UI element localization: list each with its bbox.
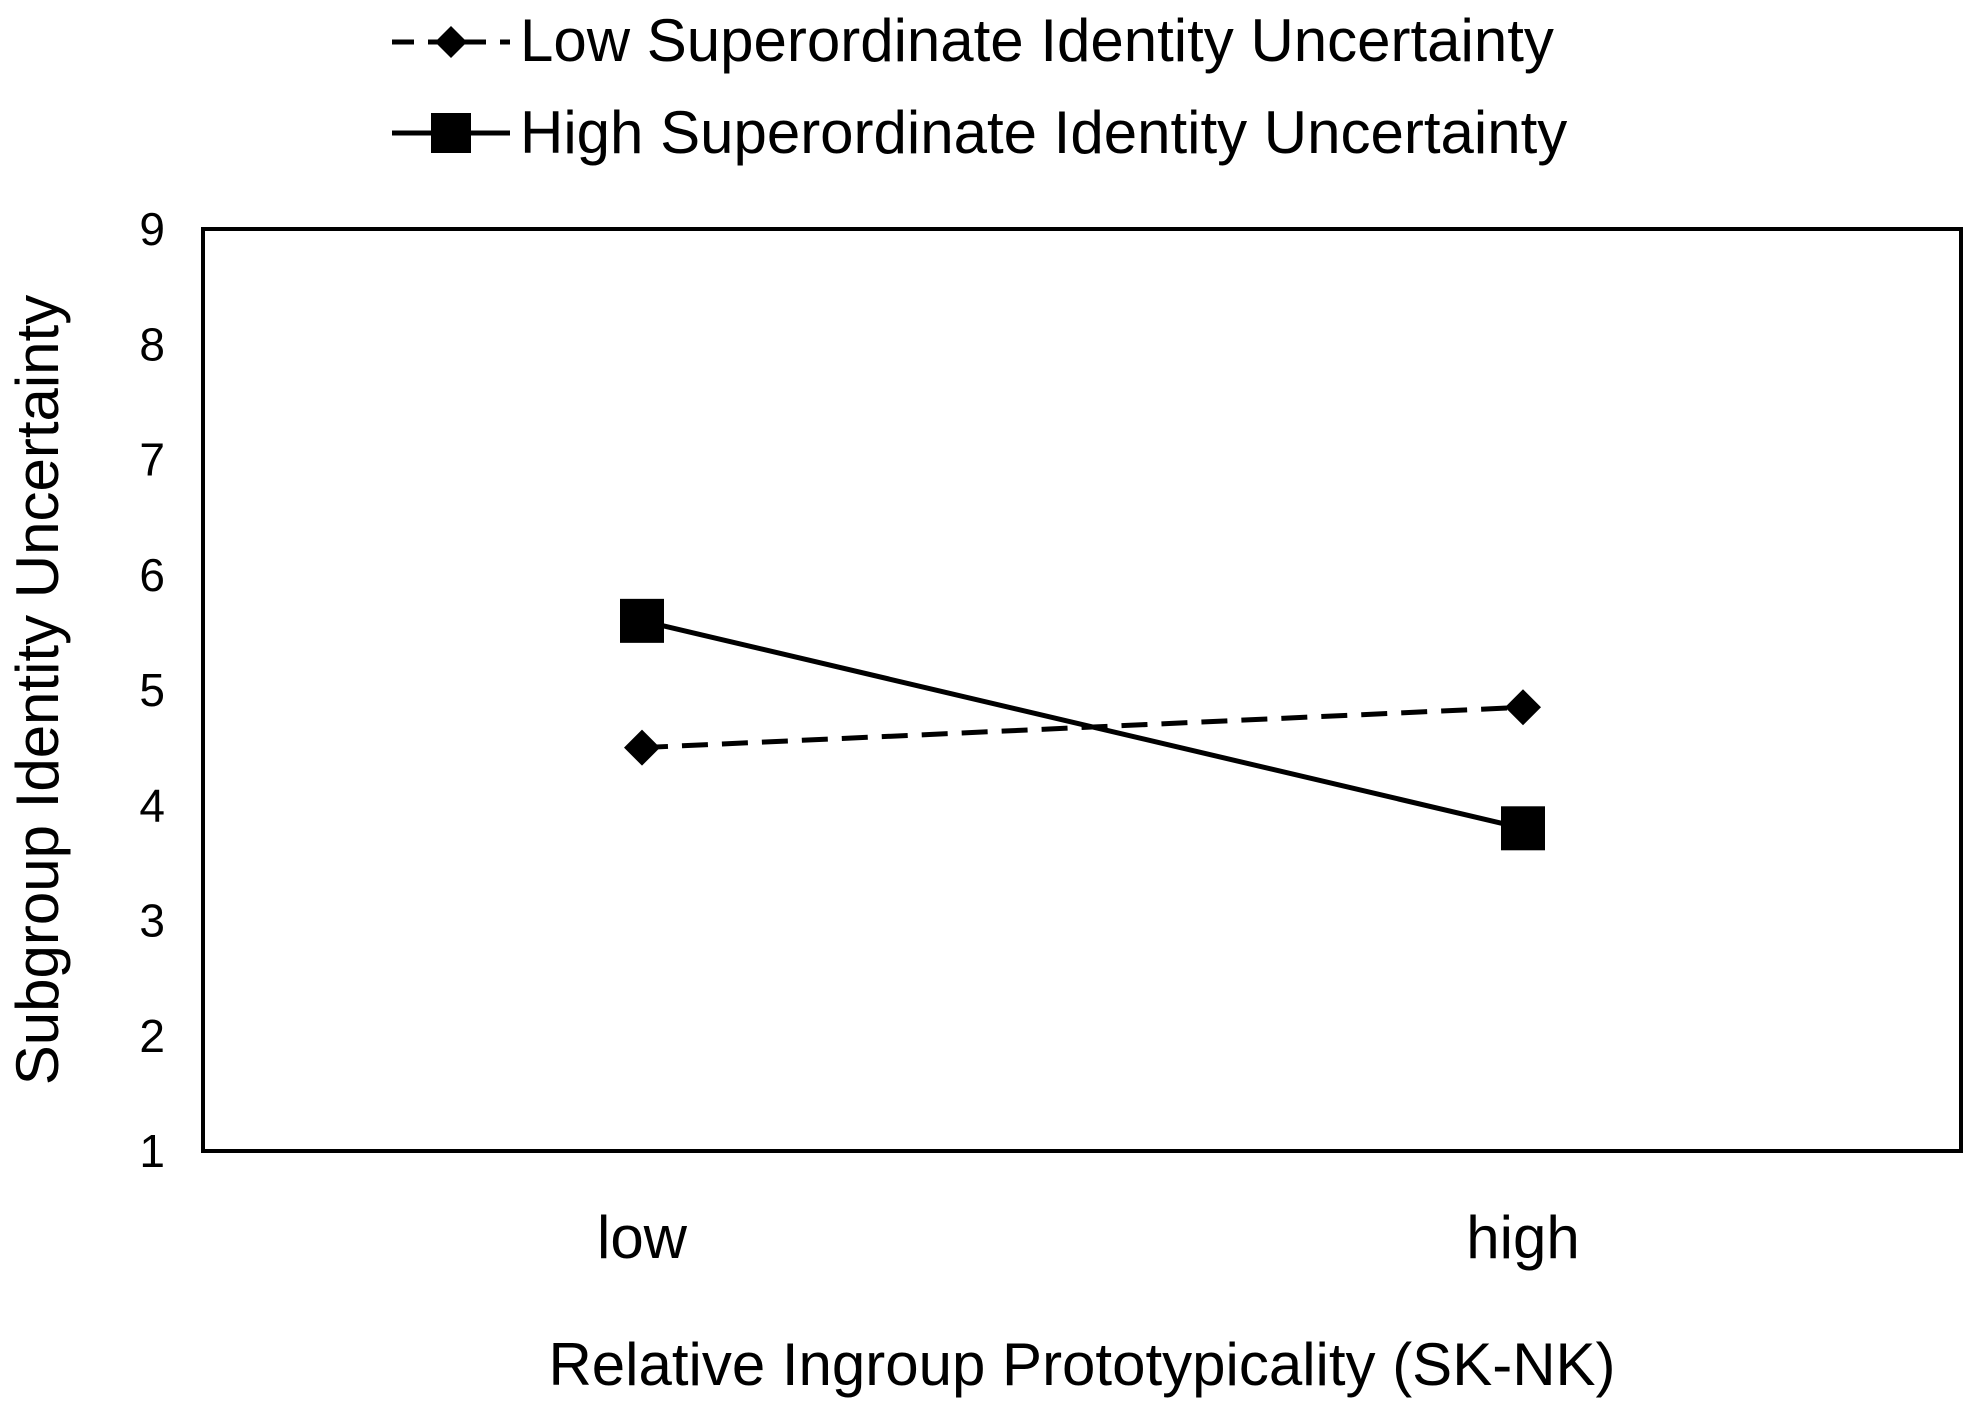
data-point-diamond bbox=[624, 729, 660, 766]
y-tick-label: 2 bbox=[139, 1010, 165, 1062]
x-tick-label: high bbox=[1466, 1204, 1579, 1271]
legend-marker-diamond bbox=[435, 26, 467, 58]
legend: Low Superordinate Identity Uncertainty H… bbox=[392, 7, 1567, 166]
y-axis-ticks: 1 2 3 4 5 6 7 8 9 bbox=[139, 203, 165, 1177]
y-tick-label: 8 bbox=[139, 318, 165, 370]
y-axis-label: Subgroup Identity Uncertainty bbox=[4, 295, 71, 1085]
data-point-square bbox=[620, 598, 664, 643]
series-line-high bbox=[641, 618, 1524, 831]
x-axis-ticks: low high bbox=[597, 1204, 1580, 1271]
legend-entry-low: Low Superordinate Identity Uncertainty bbox=[392, 7, 1554, 74]
data-point-diamond bbox=[1505, 689, 1541, 726]
legend-marker-square bbox=[431, 113, 471, 153]
plot-area bbox=[201, 227, 1963, 1153]
legend-entry-high: High Superordinate Identity Uncertainty bbox=[392, 99, 1567, 166]
x-axis-label: Relative Ingroup Prototypicality (SK-NK) bbox=[548, 1331, 1615, 1398]
y-tick-label: 5 bbox=[139, 664, 165, 716]
data-point-square bbox=[1501, 806, 1545, 851]
y-tick-label: 9 bbox=[139, 203, 165, 255]
y-tick-label: 3 bbox=[139, 895, 165, 947]
legend-label-high: High Superordinate Identity Uncertainty bbox=[520, 99, 1567, 166]
y-tick-label: 7 bbox=[139, 434, 165, 486]
series-layer bbox=[620, 598, 1545, 851]
x-tick-label: low bbox=[597, 1204, 688, 1271]
series-line-low bbox=[641, 704, 1524, 751]
legend-label-low: Low Superordinate Identity Uncertainty bbox=[520, 7, 1554, 74]
y-tick-label: 4 bbox=[139, 779, 165, 831]
y-tick-label: 1 bbox=[139, 1125, 165, 1177]
y-tick-label: 6 bbox=[139, 549, 165, 601]
